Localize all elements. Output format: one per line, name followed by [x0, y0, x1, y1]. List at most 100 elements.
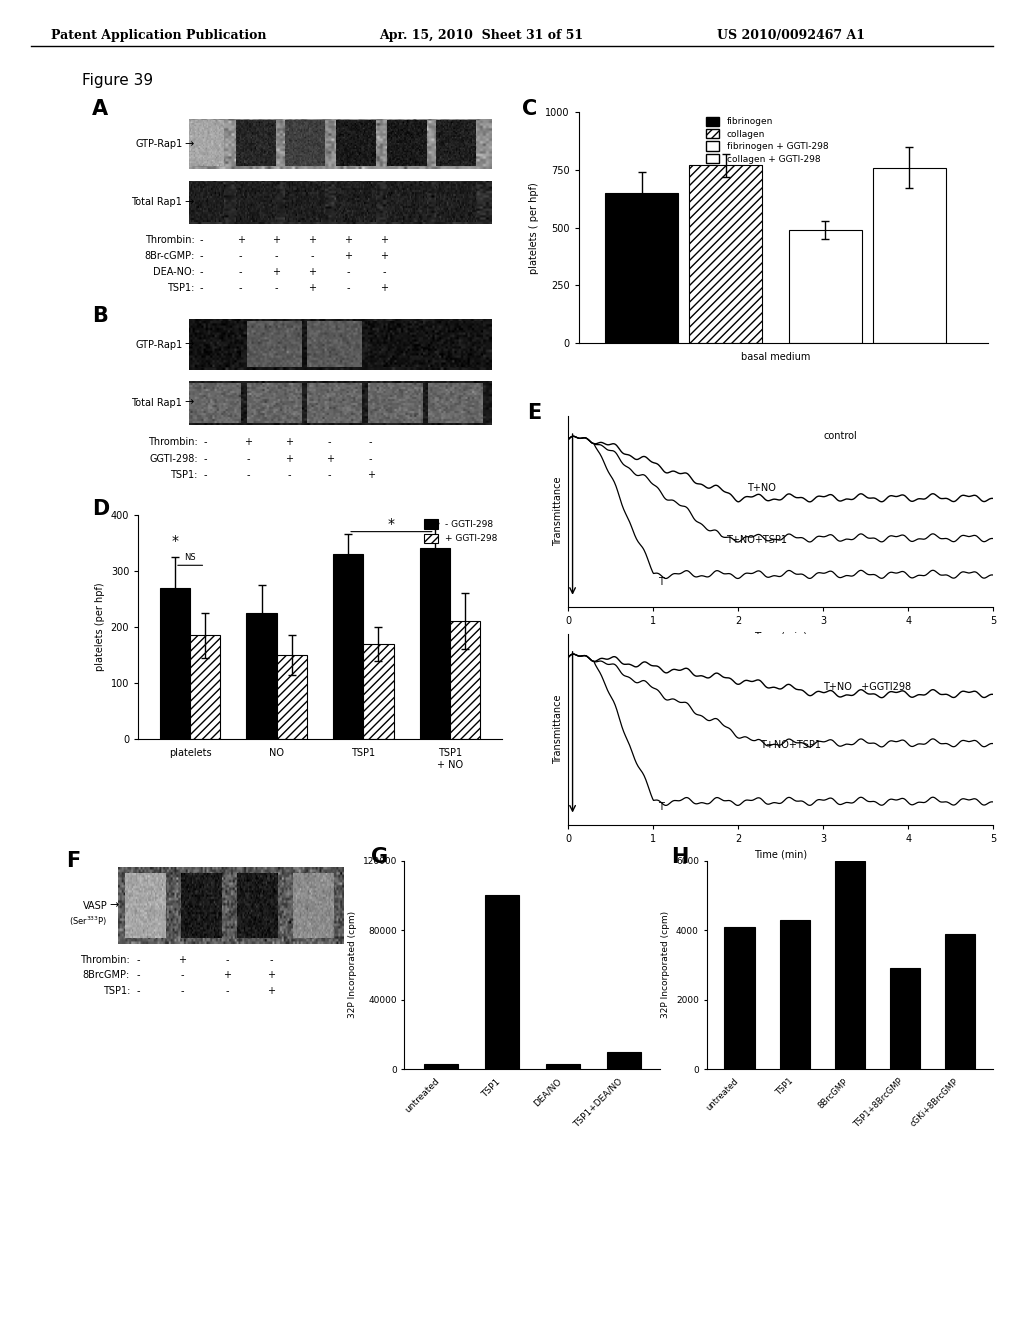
Text: -: - — [269, 954, 273, 965]
Text: US 2010/0092467 A1: US 2010/0092467 A1 — [717, 29, 865, 42]
Y-axis label: platelets ( per hpf): platelets ( per hpf) — [529, 182, 540, 273]
Text: T+NO   +GGTI298: T+NO +GGTI298 — [823, 682, 911, 692]
Bar — [424, 1064, 458, 1069]
Text: -: - — [225, 954, 229, 965]
Text: D: D — [92, 499, 110, 519]
Text: →: → — [184, 397, 194, 408]
Text: 8Br-cGMP:: 8Br-cGMP: — [144, 251, 195, 261]
Bar — [605, 193, 678, 343]
Text: T+NO+TSP1: T+NO+TSP1 — [760, 741, 820, 751]
Text: VASP: VASP — [83, 900, 108, 911]
Text: -: - — [203, 470, 207, 480]
Text: TSP1:: TSP1: — [170, 470, 198, 480]
Text: Thrombin:: Thrombin: — [80, 954, 130, 965]
Text: A: A — [92, 99, 109, 119]
Text: GTP-Rap1: GTP-Rap1 — [135, 139, 182, 149]
Y-axis label: platelets (per hpf): platelets (per hpf) — [95, 582, 105, 672]
Text: +: + — [367, 470, 375, 480]
Text: +: + — [237, 235, 245, 246]
Text: -: - — [225, 986, 229, 997]
Text: Thrombin:: Thrombin: — [147, 437, 198, 447]
Bar — [725, 927, 755, 1069]
Text: B: B — [92, 306, 109, 326]
Text: control: control — [823, 432, 857, 441]
Text: +: + — [272, 267, 281, 277]
Text: 8BrcGMP:: 8BrcGMP: — [83, 970, 130, 981]
Y-axis label: 32P Incorporated (cpm): 32P Incorporated (cpm) — [348, 911, 357, 1019]
Text: TSP1:: TSP1: — [167, 282, 195, 293]
Bar — [450, 622, 480, 739]
Text: -: - — [287, 470, 291, 480]
Text: Thrombin:: Thrombin: — [144, 235, 195, 246]
Text: *: * — [172, 535, 178, 549]
Text: +: + — [380, 235, 388, 246]
Text: -: - — [200, 251, 204, 261]
Text: +: + — [308, 282, 316, 293]
Text: -: - — [310, 251, 314, 261]
Y-axis label: Transmittance: Transmittance — [553, 477, 563, 546]
Text: -: - — [274, 251, 279, 261]
Bar — [890, 969, 921, 1069]
Text: -: - — [274, 282, 279, 293]
Bar — [276, 655, 307, 739]
Text: -: - — [200, 267, 204, 277]
Text: TSP1:: TSP1: — [102, 986, 130, 997]
Text: -: - — [369, 437, 373, 447]
Text: -: - — [180, 970, 184, 981]
Bar — [872, 168, 946, 343]
Bar — [945, 933, 976, 1069]
Text: G: G — [371, 847, 388, 867]
Text: Patent Application Publication: Patent Application Publication — [51, 29, 266, 42]
Bar — [333, 554, 364, 739]
Bar — [485, 895, 519, 1069]
Text: +: + — [308, 267, 316, 277]
Bar — [689, 165, 762, 343]
Text: GGTI-298:: GGTI-298: — [150, 454, 198, 465]
Text: Total Rap1: Total Rap1 — [131, 197, 182, 207]
Bar — [420, 549, 450, 739]
Bar — [247, 612, 276, 739]
Text: -: - — [328, 470, 332, 480]
Text: +: + — [344, 235, 352, 246]
Text: T+NO+TSP1: T+NO+TSP1 — [726, 536, 786, 545]
Text: +: + — [308, 235, 316, 246]
Bar — [364, 644, 393, 739]
Text: -: - — [200, 235, 204, 246]
Text: Figure 39: Figure 39 — [82, 73, 153, 87]
Text: +: + — [223, 970, 231, 981]
Text: -: - — [200, 282, 204, 293]
Bar — [160, 587, 190, 739]
Text: →: → — [184, 139, 194, 149]
Text: T+NO: T+NO — [746, 483, 775, 492]
Text: +: + — [326, 454, 334, 465]
Text: →: → — [110, 900, 119, 911]
Bar — [190, 635, 220, 739]
Text: *: * — [388, 516, 395, 531]
Y-axis label: Transmittance: Transmittance — [553, 694, 563, 764]
Text: T: T — [657, 577, 664, 587]
Text: -: - — [203, 454, 207, 465]
X-axis label: Time (min): Time (min) — [755, 850, 807, 859]
Text: -: - — [136, 954, 140, 965]
Text: +: + — [285, 454, 293, 465]
Text: -: - — [239, 282, 243, 293]
Text: -: - — [346, 267, 350, 277]
Text: -: - — [136, 986, 140, 997]
Text: -: - — [382, 267, 386, 277]
Text: +: + — [344, 251, 352, 261]
Text: +: + — [272, 235, 281, 246]
Legend: - GGTI-298, + GGTI-298: - GGTI-298, + GGTI-298 — [424, 519, 498, 543]
Text: +: + — [285, 437, 293, 447]
Text: +: + — [244, 437, 252, 447]
Text: NS: NS — [184, 553, 196, 562]
Text: DEA-NO:: DEA-NO: — [153, 267, 195, 277]
Text: -: - — [246, 454, 250, 465]
Y-axis label: 32P Incorporated (cpm): 32P Incorporated (cpm) — [662, 911, 671, 1019]
Text: -: - — [239, 251, 243, 261]
Text: +: + — [267, 986, 275, 997]
Text: -: - — [246, 470, 250, 480]
Text: -: - — [346, 282, 350, 293]
Text: T: T — [657, 803, 664, 812]
Text: -: - — [203, 437, 207, 447]
Text: +: + — [380, 251, 388, 261]
